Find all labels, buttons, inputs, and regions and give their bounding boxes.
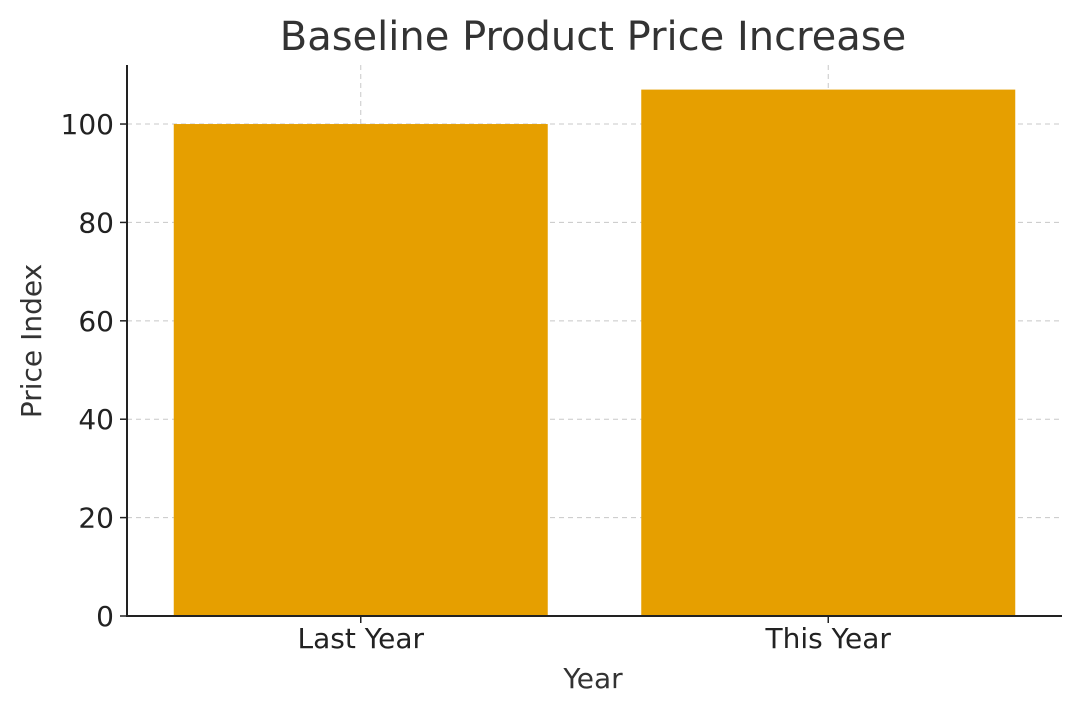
y-tick-label: 20 bbox=[78, 502, 114, 535]
bar bbox=[173, 124, 548, 617]
x-axis-label: Year bbox=[562, 662, 623, 695]
y-tick-label: 100 bbox=[61, 108, 114, 141]
y-tick-label: 80 bbox=[78, 206, 114, 239]
bar bbox=[641, 89, 1016, 617]
y-tick-label: 40 bbox=[78, 403, 114, 436]
y-tick-label: 0 bbox=[96, 600, 114, 633]
x-tick-label: This Year bbox=[765, 622, 892, 655]
chart-title: Baseline Product Price Increase bbox=[280, 14, 906, 60]
y-axis-label: Price Index bbox=[15, 264, 48, 418]
bars bbox=[173, 89, 1016, 617]
y-tick-label: 60 bbox=[78, 305, 114, 338]
axes: 0 20 40 60 80 100 Last Year This Year bbox=[61, 65, 1062, 655]
x-tick-label: Last Year bbox=[297, 622, 424, 655]
